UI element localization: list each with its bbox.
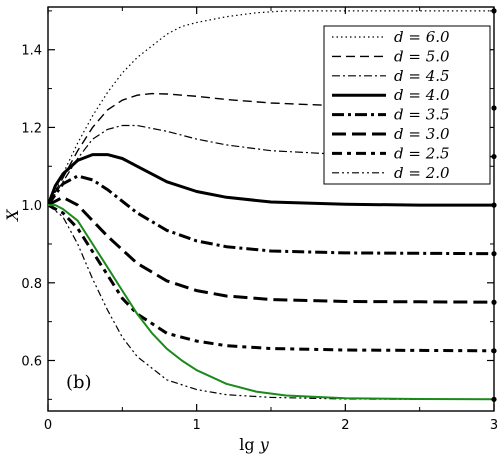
x-tick-label: 0 <box>44 418 52 433</box>
asymptote-dot <box>491 251 497 257</box>
asymptote-dot <box>491 105 497 111</box>
legend-box <box>323 25 491 185</box>
legend-label: d = 3.0 <box>394 125 450 143</box>
x-axis-label-var: y <box>259 435 270 454</box>
series-line-6 <box>48 195 494 304</box>
y-tick-label: 1.2 <box>21 121 42 136</box>
y-tick-label: 1.4 <box>21 44 42 59</box>
series-line-8 <box>48 204 494 400</box>
x-axis-label: lg y <box>239 435 269 454</box>
x-tick-label: 3 <box>490 418 498 433</box>
y-tick-label: 1.0 <box>21 199 42 214</box>
asymptote-dot <box>491 299 497 305</box>
asymptote-dot <box>491 153 497 160</box>
asymptote-dot <box>491 396 497 402</box>
y-tick-label: 0.8 <box>21 277 42 292</box>
series-line-4 <box>48 153 494 207</box>
asymptote-dot <box>491 202 497 208</box>
y-tick-label: 0.6 <box>21 355 42 370</box>
asymptote-dot <box>491 8 497 14</box>
legend-label: d = 4.0 <box>394 86 450 104</box>
asymptote-dot <box>491 348 497 354</box>
series-line-5 <box>48 174 494 256</box>
legend-label: d = 6.0 <box>394 28 450 46</box>
series-line-9 <box>48 204 494 401</box>
series-lines <box>48 10 494 401</box>
series-line-2 <box>48 92 494 206</box>
series-line-7 <box>48 203 494 353</box>
legend: d = 6.0d = 5.0 d = 4.5d = 4.0 d = 3.5d = 3… <box>323 25 491 185</box>
legend-label: d = 4.5 <box>394 67 450 85</box>
x-tick-label: 2 <box>341 418 349 433</box>
legend-label: d = 2.5 <box>394 144 450 162</box>
y-axis-label: X <box>3 209 22 223</box>
panel-label: (b) <box>66 372 92 393</box>
asymptote-dots <box>491 8 497 402</box>
tick-labels: 0 1 2 3 0.6 0.8 1.0 1.2 1.4 <box>21 44 498 433</box>
x-tick-label: 1 <box>193 418 201 433</box>
legend-label: d = 5.0 <box>394 47 450 65</box>
legend-label: d = 2.0 <box>394 164 450 182</box>
legend-label: d = 3.5 <box>394 106 450 124</box>
